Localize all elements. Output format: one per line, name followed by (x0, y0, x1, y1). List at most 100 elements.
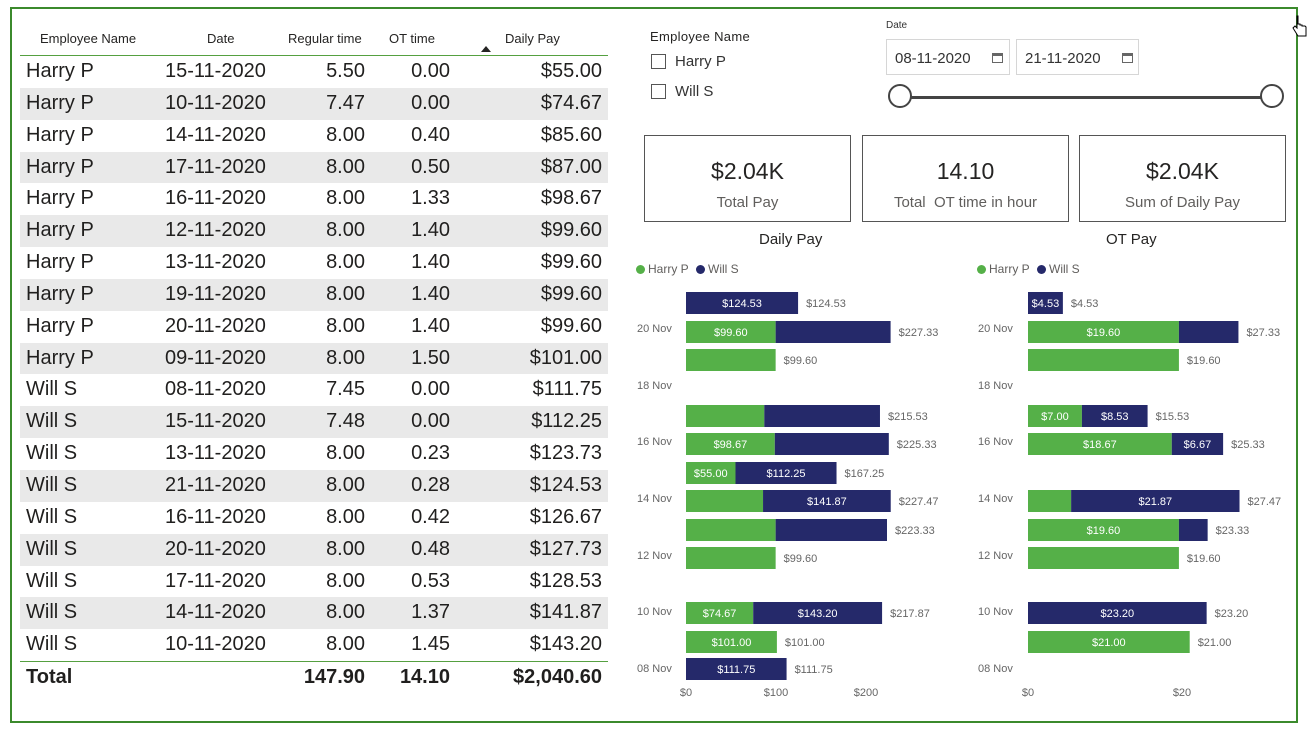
table-row[interactable]: Will S 16-11-2020 8.00 0.42 $126.67 (20, 502, 608, 534)
card-total-ot-time[interactable]: 14.10 Total OT time in hour (862, 135, 1069, 222)
bar-segment-harry-p[interactable] (1028, 490, 1072, 512)
bar-segment-harry-p[interactable] (686, 547, 776, 569)
header-regular-time[interactable]: Regular time (288, 31, 362, 46)
cell-regular-time: 7.47 (326, 91, 365, 114)
bar-segment-harry-p[interactable] (686, 631, 777, 653)
sort-ascending-icon[interactable] (481, 46, 491, 52)
bar-segment-harry-p[interactable] (1028, 547, 1179, 569)
bar-segment-harry-p[interactable] (1028, 405, 1082, 427)
card-total-pay[interactable]: $2.04K Total Pay (644, 135, 851, 222)
bar-segment-harry-p[interactable] (686, 433, 775, 455)
bar-segment-harry-p[interactable] (1028, 349, 1179, 371)
table-row[interactable]: Will S 13-11-2020 8.00 0.23 $123.73 (20, 438, 608, 470)
table-row[interactable]: Will S 21-11-2020 8.00 0.28 $124.53 (20, 469, 608, 502)
bar-total-label: $21.00 (1198, 637, 1232, 649)
bar-segment-will-s[interactable] (753, 602, 883, 624)
table-row[interactable]: Harry P 17-11-2020 8.00 0.50 $87.00 (20, 151, 608, 184)
bar-segment-harry-p[interactable] (686, 349, 776, 371)
bar-segment-will-s[interactable] (764, 405, 880, 427)
bar-segment-will-s[interactable] (1028, 292, 1063, 314)
daily-pay-chart[interactable]: $124.53 $124.53 $99.60 $227.33 $99.60 $215.53… (630, 282, 960, 702)
bar-segment-harry-p[interactable] (1028, 321, 1179, 343)
bar-segment-will-s[interactable] (763, 490, 891, 512)
daily-pay-table: Employee Name Date Regular time OT time … (20, 22, 608, 696)
bar-segment-will-s[interactable] (686, 292, 799, 314)
bar-segment-harry-p[interactable] (1028, 433, 1172, 455)
bar-segment-will-s[interactable] (775, 519, 887, 541)
bar-segment-harry-p[interactable] (686, 321, 776, 343)
ot-pay-chart[interactable]: $4.53 $4.53 $19.60 $27.33 $19.60 $7.00 $8.53 $1… (971, 282, 1291, 702)
table-row[interactable]: Will S 17-11-2020 8.00 0.53 $128.53 (20, 566, 608, 598)
checkbox-label-harry-p[interactable]: Harry P (675, 53, 726, 70)
category-label: 18 Nov (978, 380, 1013, 392)
start-date-value: 08-11-2020 (895, 50, 971, 67)
card-value: 14.10 (936, 158, 995, 184)
header-ot-time[interactable]: OT time (389, 31, 435, 46)
bar-segment-harry-p[interactable] (686, 519, 776, 541)
legend-item-harry-p[interactable]: Harry P (636, 262, 689, 276)
legend-item-harry-p[interactable]: Harry P (977, 262, 1030, 276)
bar-segment-will-s[interactable] (1028, 602, 1207, 624)
cell-date: 14-11-2020 (165, 123, 266, 146)
calendar-icon[interactable] (1122, 53, 1133, 63)
table-row[interactable]: Will S 08-11-2020 7.45 0.00 $111.75 (20, 374, 608, 406)
header-date[interactable]: Date (207, 31, 235, 46)
table-row[interactable]: Harry P 16-11-2020 8.00 1.33 $98.67 (20, 183, 608, 215)
cell-ot-time: 1.40 (411, 219, 450, 242)
legend-item-will-s[interactable]: Will S (696, 262, 739, 276)
bar-segment-will-s[interactable] (775, 321, 891, 343)
header-employee-name[interactable]: Employee Name (40, 31, 137, 46)
cell-daily-pay: $123.73 (529, 442, 602, 465)
table-row[interactable]: Harry P 12-11-2020 8.00 1.40 $99.60 (20, 215, 608, 248)
bar-segment-harry-p[interactable] (1028, 519, 1179, 541)
bar-total-label: $217.87 (890, 608, 930, 620)
checkbox-harry-p[interactable] (651, 54, 666, 69)
table-row[interactable]: Will S 15-11-2020 7.48 0.00 $112.25 (20, 406, 608, 439)
table-row[interactable]: Will S 10-11-2020 8.00 1.45 $143.20 (20, 629, 608, 661)
end-date-input[interactable]: 21-11-2020 (1016, 39, 1139, 75)
table-row[interactable]: Harry P 09-11-2020 8.00 1.50 $101.00 (20, 342, 608, 375)
checkbox-will-s[interactable] (651, 84, 666, 99)
header-daily-pay[interactable]: Daily Pay (505, 31, 560, 46)
table-row[interactable]: Harry P 19-11-2020 8.00 1.40 $99.60 (20, 278, 608, 311)
bar-segment-harry-p[interactable] (686, 405, 765, 427)
legend-item-will-s[interactable]: Will S (1037, 262, 1080, 276)
start-date-input[interactable]: 08-11-2020 (886, 39, 1010, 75)
category-label: 16 Nov (637, 436, 672, 448)
bar-segment-will-s[interactable] (1171, 433, 1224, 455)
table-row[interactable]: Will S 20-11-2020 8.00 0.48 $127.73 (20, 533, 608, 566)
table-row[interactable]: Harry P 20-11-2020 8.00 1.40 $99.60 (20, 311, 608, 343)
bar-segment-will-s[interactable] (774, 433, 889, 455)
card-sum-daily-pay[interactable]: $2.04K Sum of Daily Pay (1079, 135, 1286, 222)
bar-segment-harry-p[interactable] (686, 602, 754, 624)
bar-data-label: $6.67 (1184, 439, 1212, 451)
bar-segment-will-s[interactable] (735, 462, 837, 484)
cell-date: 20-11-2020 (165, 314, 266, 337)
bar-segment-will-s[interactable] (1178, 519, 1208, 541)
bar-segment-harry-p[interactable] (686, 490, 764, 512)
table-row[interactable]: Harry P 15-11-2020 5.50 0.00 $55.00 (20, 56, 608, 88)
table-row[interactable]: Will S 14-11-2020 8.00 1.37 $141.87 (20, 597, 608, 630)
slider-start-handle[interactable] (888, 84, 912, 108)
bar-segment-harry-p[interactable] (686, 462, 736, 484)
bar-segment-will-s[interactable] (686, 658, 787, 680)
bar-data-label: $98.67 (714, 439, 748, 451)
bar-total-label: $101.00 (785, 637, 825, 649)
bar-total-label: $19.60 (1187, 355, 1221, 367)
legend-dot-icon (696, 265, 706, 274)
table-row[interactable]: Harry P 10-11-2020 7.47 0.00 $74.67 (20, 87, 608, 120)
cell-regular-time: 8.00 (326, 601, 365, 624)
date-range-slider[interactable] (900, 96, 1272, 99)
bar-segment-will-s[interactable] (1071, 490, 1240, 512)
slider-end-handle[interactable] (1260, 84, 1284, 108)
bar-segment-will-s[interactable] (1081, 405, 1148, 427)
checkbox-label-will-s[interactable]: Will S (675, 83, 714, 100)
bar-segment-will-s[interactable] (1178, 321, 1239, 343)
cell-regular-time: 8.00 (326, 505, 365, 528)
table-row[interactable]: Harry P 14-11-2020 8.00 0.40 $85.60 (20, 120, 608, 152)
table-row[interactable]: Harry P 13-11-2020 8.00 1.40 $99.60 (20, 247, 608, 279)
calendar-icon[interactable] (992, 53, 1003, 63)
cell-ot-time: 1.33 (411, 187, 450, 210)
bar-segment-harry-p[interactable] (1028, 631, 1190, 653)
cell-date: 10-11-2020 (165, 633, 266, 656)
